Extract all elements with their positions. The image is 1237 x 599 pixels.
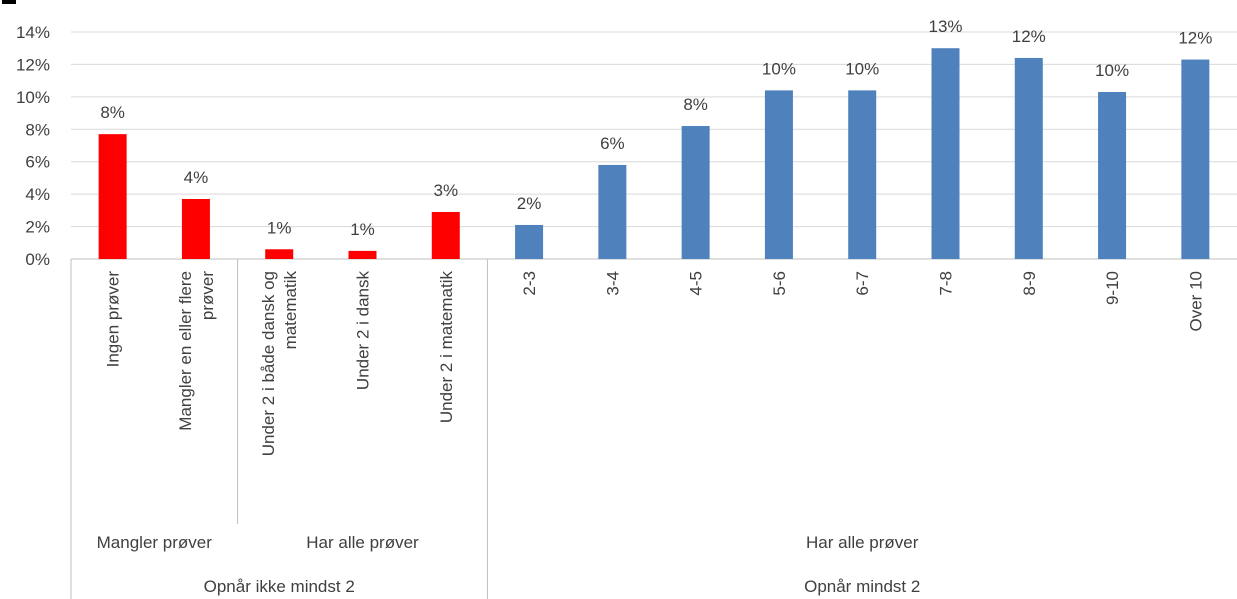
data-label: 6%: [600, 134, 625, 153]
category-label: 6-7: [853, 271, 872, 296]
bar: [431, 211, 460, 259]
data-label: 8%: [683, 95, 708, 114]
bar: [181, 199, 210, 259]
category-label: 5-6: [770, 271, 789, 296]
y-tick-label: 6%: [25, 153, 50, 172]
bar: [515, 224, 544, 259]
group-label-level-2: Opnår ikke mindst 2: [204, 577, 355, 596]
y-tick-label: 8%: [25, 120, 50, 139]
bar: [265, 249, 294, 259]
bar: [1098, 91, 1127, 259]
y-tick-label: 10%: [16, 88, 50, 107]
bar: [1181, 59, 1210, 259]
bar: [848, 90, 877, 259]
category-label: prøver: [198, 271, 217, 320]
bar: [931, 48, 960, 259]
data-label: 10%: [762, 59, 796, 78]
data-label: 4%: [184, 168, 209, 187]
bar: [598, 164, 627, 259]
category-label: 9-10: [1103, 271, 1122, 305]
category-label: 7-8: [937, 271, 956, 296]
data-label: 12%: [1012, 27, 1046, 46]
category-label: 8-9: [1020, 271, 1039, 296]
data-label: 10%: [1095, 61, 1129, 80]
y-axis: 0% 2% 4% 6% 8% 10% 12% 14%: [16, 23, 50, 269]
category-label: Under 2 i matematik: [437, 271, 456, 424]
group-label-level-2: Opnår mindst 2: [804, 577, 920, 596]
category-label: 4-5: [687, 271, 706, 296]
bar: [681, 126, 710, 260]
group-label-level-1: Har alle prøver: [806, 533, 919, 552]
data-label: 12%: [1178, 29, 1212, 48]
data-label: 8%: [100, 103, 125, 122]
bars: [98, 48, 1210, 260]
y-tick-label: 14%: [16, 23, 50, 42]
y-tick-label: 4%: [25, 185, 50, 204]
data-label: 3%: [433, 181, 458, 200]
bar: [764, 90, 793, 259]
x-axis-groups: Mangler prøver Har alle prøver Har alle pr…: [70, 259, 920, 599]
category-label: Mangler en eller flere: [176, 271, 195, 431]
data-labels: 8% 4% 1% 1% 3% 2% 6% 8% 10% 10% 13% 12% 10% 12%: [100, 17, 1212, 239]
category-label: matematik: [281, 271, 300, 350]
x-axis-categories: Ingen prøver Mangler en eller flere prøver…: [104, 271, 1206, 457]
category-label: Ingen prøver: [104, 271, 123, 368]
category-label: 3-4: [603, 271, 622, 296]
category-label: Under 2 i både dansk og: [259, 271, 278, 456]
category-label: Over 10: [1186, 271, 1205, 331]
group-label-level-1: Mangler prøver: [97, 533, 213, 552]
data-label: 1%: [267, 218, 292, 237]
category-label: Under 2 i dansk: [354, 271, 373, 391]
bar: [98, 134, 127, 259]
y-tick-label: 12%: [16, 55, 50, 74]
data-label: 2%: [517, 194, 542, 213]
data-label: 10%: [845, 59, 879, 78]
gridlines: [71, 31, 1237, 260]
corner-mark: [2, 0, 16, 4]
data-label: 1%: [350, 220, 375, 239]
bar: [348, 250, 377, 259]
y-tick-label: 0%: [25, 250, 50, 269]
category-label: 2-3: [520, 271, 539, 296]
data-label: 13%: [928, 17, 962, 36]
bar: [1014, 57, 1043, 259]
group-label-level-1: Har alle prøver: [306, 533, 419, 552]
y-tick-label: 2%: [25, 218, 50, 237]
